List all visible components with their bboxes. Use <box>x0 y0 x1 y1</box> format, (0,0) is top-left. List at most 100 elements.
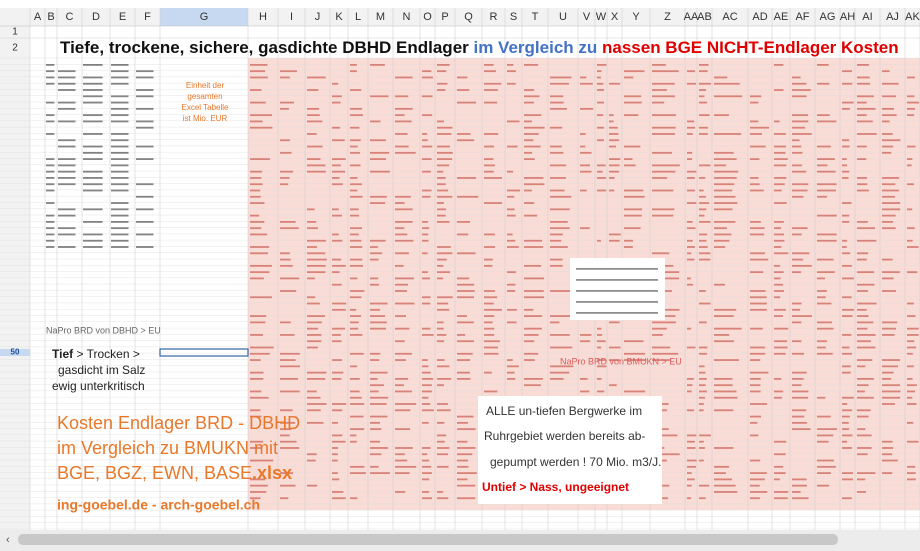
cell-text <box>624 239 634 242</box>
cell-text <box>350 465 365 468</box>
cell-text <box>46 214 55 217</box>
cell-text <box>457 321 474 324</box>
cell-text <box>484 145 495 148</box>
cell-text <box>83 246 103 248</box>
cell-text <box>507 290 516 292</box>
cell-text <box>857 434 872 437</box>
cell-text <box>307 158 321 160</box>
cell-text <box>714 396 738 399</box>
cell-text <box>307 396 321 399</box>
cell-text <box>250 447 262 449</box>
cell-text <box>550 164 567 167</box>
cell-text <box>457 283 475 286</box>
cell-text <box>907 352 913 355</box>
cell-text <box>370 202 386 204</box>
cell-text <box>624 390 646 393</box>
cell-text <box>882 327 897 330</box>
column-header: Y <box>632 11 640 23</box>
cell-text <box>550 321 560 324</box>
cell-text <box>550 76 572 79</box>
cell-text <box>792 491 801 493</box>
cell-text <box>857 472 876 474</box>
cell-text <box>750 158 760 160</box>
cell-text <box>857 189 869 192</box>
cell-text <box>774 264 781 267</box>
cell-text <box>250 114 272 117</box>
cell-text <box>457 415 474 418</box>
cell-text <box>687 384 693 387</box>
cell-text <box>250 101 266 104</box>
cell-text <box>437 491 444 493</box>
cell-text <box>550 290 571 292</box>
cell-text <box>350 308 357 311</box>
cell-text <box>550 82 569 85</box>
cell-text <box>250 277 264 280</box>
cell-text <box>699 396 705 399</box>
cell-text <box>792 384 802 387</box>
cell-text <box>507 359 513 361</box>
cell-text <box>714 95 743 98</box>
cell-text <box>350 352 364 355</box>
cell-text <box>395 359 406 361</box>
cell-text <box>774 340 788 343</box>
cell-text <box>332 453 338 456</box>
cell-text <box>250 158 270 160</box>
cell-text <box>774 378 782 380</box>
cell-text <box>437 189 449 192</box>
cell-text <box>714 170 739 173</box>
cell-text <box>857 158 867 160</box>
scroll-left[interactable]: ‹ <box>6 534 10 546</box>
cell-text <box>842 158 847 160</box>
cell-text <box>437 89 446 91</box>
cell-text <box>524 334 539 336</box>
cell-text <box>395 378 409 380</box>
cell-text <box>350 472 366 474</box>
cell-text <box>817 352 833 355</box>
cell-text <box>842 396 854 399</box>
cell-text <box>524 139 534 142</box>
cell-text <box>422 478 430 481</box>
cell-text <box>687 434 697 437</box>
cell-text <box>457 101 477 104</box>
cell-text <box>580 170 592 173</box>
cell-text <box>524 101 534 104</box>
cell-text <box>422 359 428 361</box>
cell-text <box>907 365 914 368</box>
cell-text <box>774 390 784 393</box>
cell-text <box>817 195 827 198</box>
cell-text <box>750 491 768 493</box>
cell-text <box>687 126 696 129</box>
cell-text <box>307 264 326 267</box>
cell-text <box>422 447 431 449</box>
cell-text <box>907 390 916 393</box>
cell-text <box>350 390 360 393</box>
cell-text <box>714 283 725 286</box>
cell-text <box>332 170 345 173</box>
cell-text <box>597 359 606 361</box>
cell-text <box>484 308 502 311</box>
cell-text <box>484 258 493 261</box>
cell-text <box>58 107 76 110</box>
cell-text <box>652 321 676 324</box>
cell-text <box>792 352 804 355</box>
cell-text <box>350 126 360 129</box>
cell-text <box>395 195 411 198</box>
cell-text <box>250 334 263 336</box>
cell-text <box>580 107 594 110</box>
cell-text <box>714 82 740 85</box>
cell-text <box>437 183 446 186</box>
cell-text <box>332 371 344 374</box>
cell-text <box>46 170 55 173</box>
cell-text <box>111 214 129 217</box>
cell-text <box>652 89 667 91</box>
file-note: Kosten Endlager BRD - DBHD im Vergleich … <box>57 413 300 513</box>
cell-text <box>597 239 601 242</box>
cell-text <box>370 465 379 468</box>
cell-text <box>882 221 894 223</box>
scrollbar-thumb[interactable] <box>18 534 838 545</box>
cell-text <box>857 453 868 456</box>
cell-text <box>250 390 262 393</box>
cell-text <box>58 214 76 217</box>
cell-text <box>609 189 615 192</box>
cell-text <box>774 120 780 123</box>
